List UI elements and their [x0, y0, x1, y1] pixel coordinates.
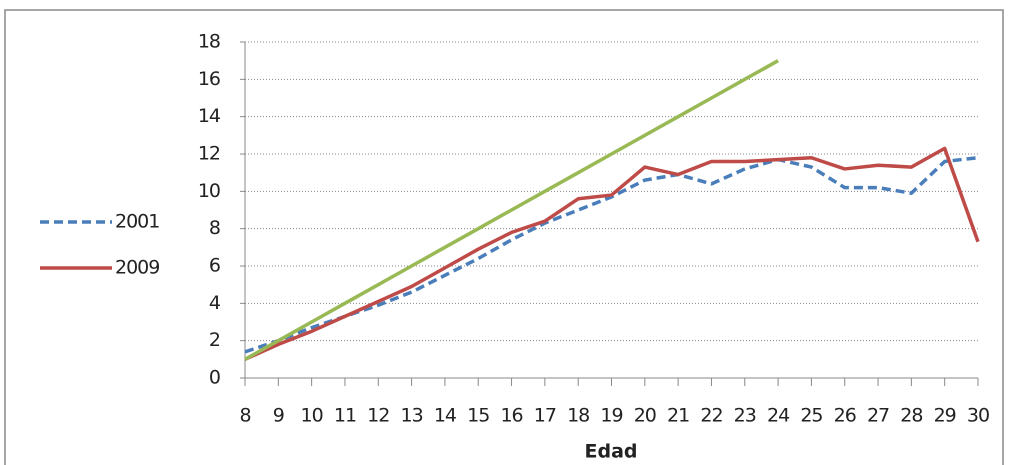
- x-tick-label: 19: [600, 405, 622, 427]
- y-tick-label: 4: [209, 292, 221, 314]
- x-tick-label: 27: [867, 405, 889, 427]
- y-tick-label: 16: [198, 68, 220, 90]
- x-tick-label: 30: [967, 405, 989, 427]
- x-tick-label: 10: [301, 405, 323, 427]
- x-tick-label: 21: [667, 405, 689, 427]
- line-series: [244, 59, 779, 361]
- y-tick-label: 14: [198, 105, 221, 127]
- x-tick-label: 13: [400, 405, 422, 427]
- x-tick-label: 11: [334, 405, 356, 427]
- x-tick-label: 18: [567, 405, 589, 427]
- x-tick-label: 25: [800, 405, 822, 427]
- y-tick-label: 2: [209, 329, 220, 351]
- line-series: [244, 146, 980, 361]
- x-tick-label: 9: [273, 405, 284, 427]
- legend-label: 2001: [115, 211, 159, 233]
- y-tick-label: 0: [209, 367, 220, 389]
- x-tick-label: 22: [700, 405, 722, 427]
- x-tick-label: 23: [734, 405, 756, 427]
- x-tick-label: 29: [934, 405, 956, 427]
- y-tick-label: 10: [198, 180, 220, 202]
- x-axis-label: Edad: [584, 441, 637, 463]
- x-tick-label: 12: [367, 405, 389, 427]
- x-tick-label: 28: [900, 405, 922, 427]
- x-tick-label: 26: [834, 405, 856, 427]
- y-tick-label: 12: [198, 143, 220, 165]
- x-tick-label: 15: [467, 405, 489, 427]
- x-tick-label: 16: [500, 405, 522, 427]
- x-tick-label: 17: [534, 405, 556, 427]
- y-tick-label: 8: [209, 217, 220, 239]
- x-tick-label: 8: [239, 405, 250, 427]
- x-tick-label: 14: [434, 405, 457, 427]
- x-tick-label: 20: [634, 405, 656, 427]
- y-tick-label: 18: [198, 31, 220, 53]
- legend-label: 2009: [115, 257, 159, 279]
- y-tick-label: 6: [209, 255, 220, 277]
- line-series: [244, 155, 979, 354]
- x-tick-label: 24: [767, 405, 790, 427]
